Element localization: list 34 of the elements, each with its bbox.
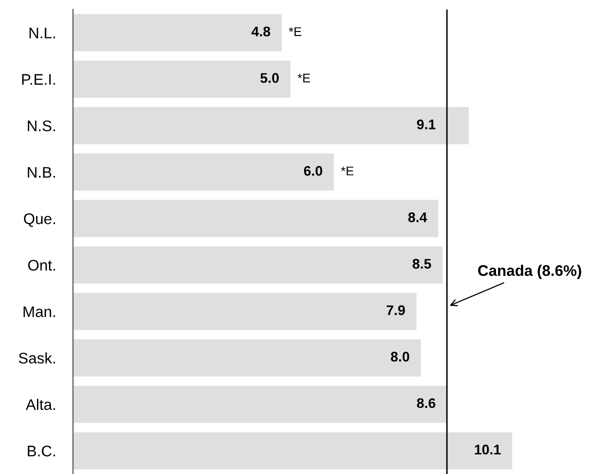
data-label: 9.1 bbox=[417, 120, 436, 130]
y-tick-label: P.E.I. bbox=[22, 74, 55, 85]
y-tick-label: Alta. bbox=[26, 398, 55, 410]
data-label: 10.1 bbox=[474, 444, 501, 454]
data-label: 7.9 bbox=[386, 305, 405, 316]
bar bbox=[73, 432, 512, 470]
y-tick-label: B.C. bbox=[28, 446, 55, 456]
bar bbox=[73, 200, 438, 238]
y-tick-label: N.S. bbox=[28, 120, 55, 132]
y-tick-label: Que. bbox=[24, 213, 55, 227]
data-label: 8.5 bbox=[412, 258, 432, 269]
bar bbox=[73, 107, 469, 144]
bar bbox=[73, 60, 290, 98]
annotation: *E bbox=[341, 166, 354, 176]
y-tick-label: Man. bbox=[24, 306, 55, 318]
bar bbox=[73, 246, 443, 284]
bar bbox=[73, 153, 334, 191]
data-label: 6.0 bbox=[304, 166, 322, 176]
y-tick-label: N.B. bbox=[28, 167, 55, 178]
data-label: 5.0 bbox=[260, 73, 279, 83]
bar bbox=[73, 386, 447, 423]
annotation: *E bbox=[288, 27, 302, 36]
y-tick-label: Sask. bbox=[18, 352, 55, 364]
data-label: 8.4 bbox=[408, 212, 428, 222]
y-tick-label: Ont. bbox=[28, 260, 55, 271]
data-label: 8.6 bbox=[416, 398, 436, 408]
data-label: 8.0 bbox=[390, 352, 410, 362]
annotation: *E bbox=[298, 74, 310, 82]
data-label: 4.8 bbox=[252, 26, 270, 36]
bar bbox=[73, 292, 417, 330]
y-tick-label: N.L. bbox=[30, 28, 55, 38]
bar bbox=[73, 339, 421, 376]
ref-line-label: Canada (8.6%) bbox=[478, 264, 582, 279]
bar bbox=[73, 14, 282, 52]
